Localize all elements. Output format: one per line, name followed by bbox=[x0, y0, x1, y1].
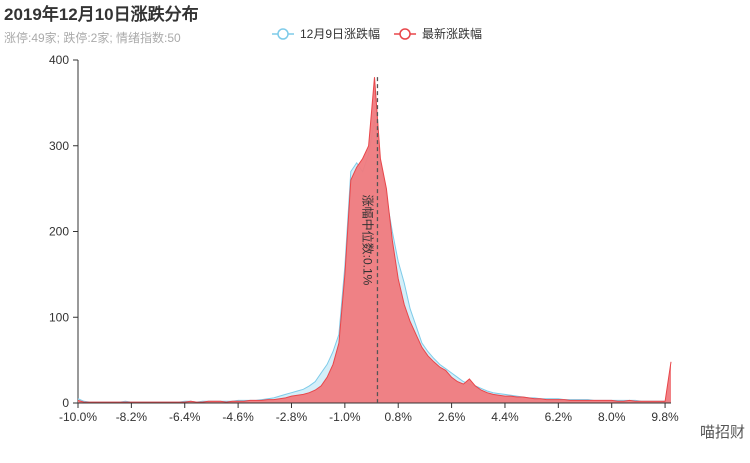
x-tick-label: -6.4% bbox=[169, 410, 201, 424]
area-fill bbox=[78, 77, 671, 403]
legend-label: 12月9日涨跌幅 bbox=[300, 26, 380, 41]
x-tick-label: 4.4% bbox=[491, 410, 519, 424]
y-tick-label: 200 bbox=[49, 225, 69, 239]
chart-title: 2019年12月10日涨跌分布 bbox=[4, 4, 199, 24]
x-tick-label: 6.2% bbox=[545, 410, 573, 424]
y-tick-label: 0 bbox=[62, 396, 69, 410]
x-tick-label: -2.8% bbox=[276, 410, 308, 424]
x-tick-label: -10.0% bbox=[59, 410, 97, 424]
y-tick-label: 300 bbox=[49, 139, 69, 153]
series-line bbox=[77, 77, 672, 403]
median-label: 涨幅中位数:0.1% bbox=[360, 195, 375, 286]
x-tick-label: 2.6% bbox=[438, 410, 466, 424]
legend-marker bbox=[399, 28, 411, 40]
x-tick-label: 9.8% bbox=[651, 410, 679, 424]
x-tick-label: -1.0% bbox=[329, 410, 361, 424]
x-tick-label: 8.0% bbox=[598, 410, 626, 424]
y-tick-label: 400 bbox=[49, 53, 69, 67]
x-tick-label: -8.2% bbox=[116, 410, 148, 424]
chart-subtitle: 涨停:49家; 跌停:2家; 情绪指数:50 bbox=[4, 30, 181, 45]
legend-marker bbox=[277, 28, 289, 40]
x-tick-label: -4.6% bbox=[222, 410, 254, 424]
y-tick-label: 100 bbox=[49, 310, 69, 324]
watermark: 喵招财 bbox=[700, 424, 745, 441]
legend-label: 最新涨跌幅 bbox=[422, 26, 482, 41]
x-tick-label: 0.8% bbox=[385, 410, 413, 424]
